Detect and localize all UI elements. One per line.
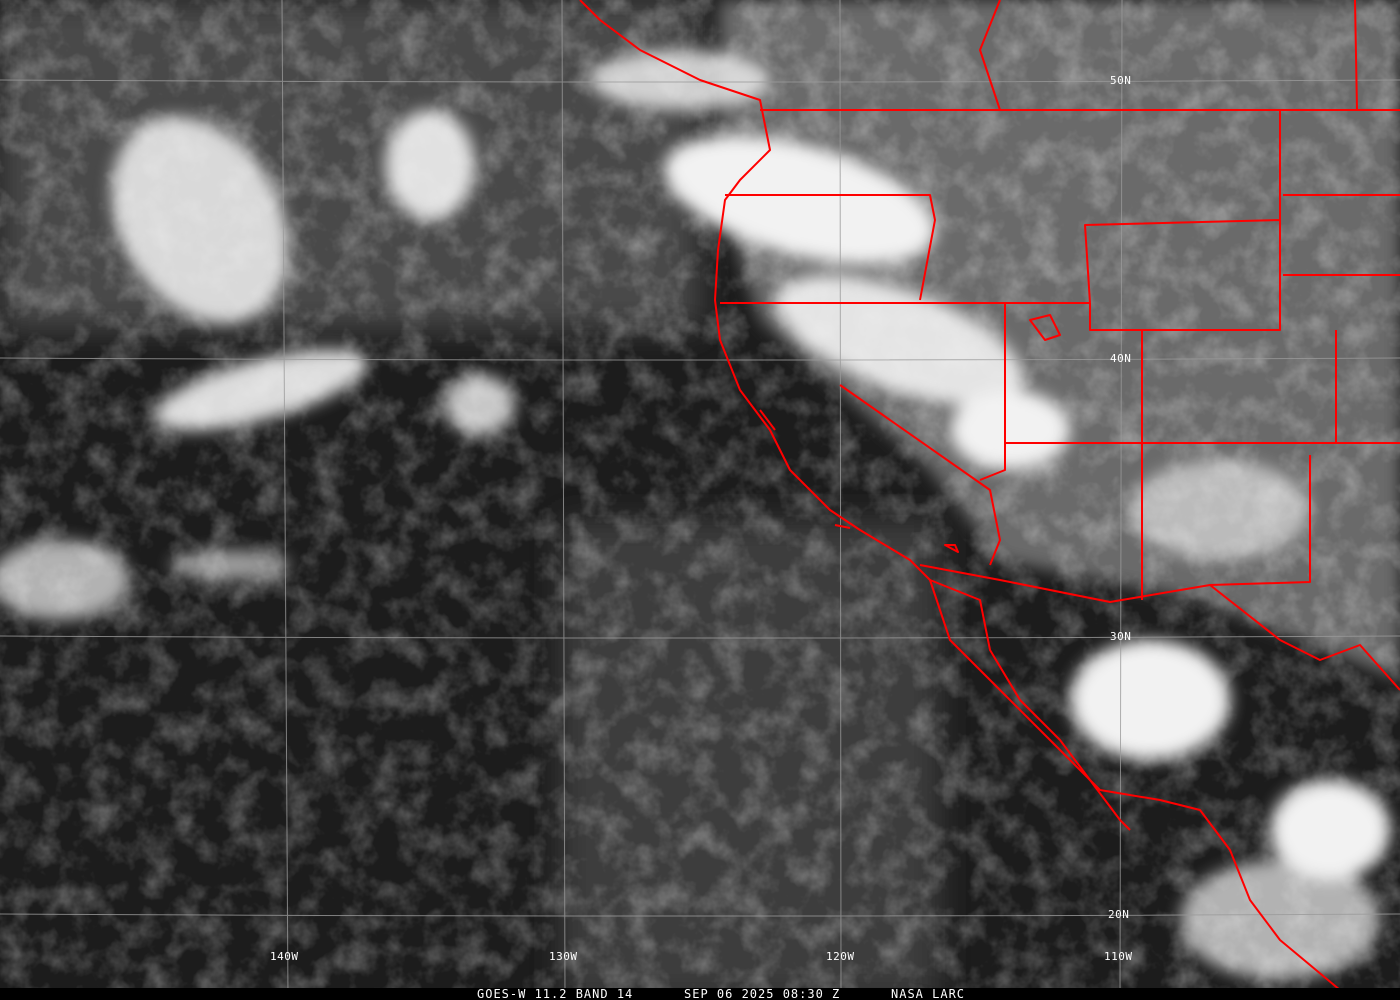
grid-line-120w <box>839 0 842 1000</box>
lat-label-30n: 30N <box>1110 630 1132 643</box>
grid-line-30n <box>0 635 1400 639</box>
nevada-idaho-border <box>720 110 1281 331</box>
lat-label-40n: 40N <box>1110 352 1132 365</box>
caption-bar: GOES-W 11.2 BAND 14 SEP 06 2025 08:30 Z … <box>0 987 1400 1000</box>
caption-product: GOES-W 11.2 BAND 14 <box>477 987 634 1000</box>
caption-timestamp: SEP 06 2025 08:30 Z <box>684 987 841 1000</box>
grid-line-140w <box>281 0 289 1000</box>
cloud-masses <box>0 50 1390 980</box>
lat-label-50n: 50N <box>1110 74 1132 87</box>
lat-label-20n: 20N <box>1108 908 1130 921</box>
lon-label-130w: 130W <box>549 950 578 963</box>
lakes-and-islands <box>759 314 1061 553</box>
us-mexico-border <box>919 564 1400 691</box>
grid-line-110w <box>1119 0 1123 1000</box>
political-borders <box>579 0 1400 991</box>
state-borders <box>1005 0 1400 600</box>
pacific-coastline <box>579 0 1341 991</box>
grid-line-130w <box>561 0 566 1000</box>
canada-border <box>760 0 1400 111</box>
grid-line-40n <box>0 357 1400 361</box>
caption-source: NASA LARC <box>891 987 966 1000</box>
california-nevada-border <box>839 303 1006 566</box>
lon-label-120w: 120W <box>826 950 855 963</box>
baja-gulf-coast <box>929 579 1131 831</box>
lon-label-140w: 140W <box>270 950 299 963</box>
grid-line-20n <box>0 913 1400 917</box>
grid-line-50n <box>0 79 1400 83</box>
oregon-border <box>725 194 936 301</box>
lon-label-110w: 110W <box>1104 950 1133 963</box>
